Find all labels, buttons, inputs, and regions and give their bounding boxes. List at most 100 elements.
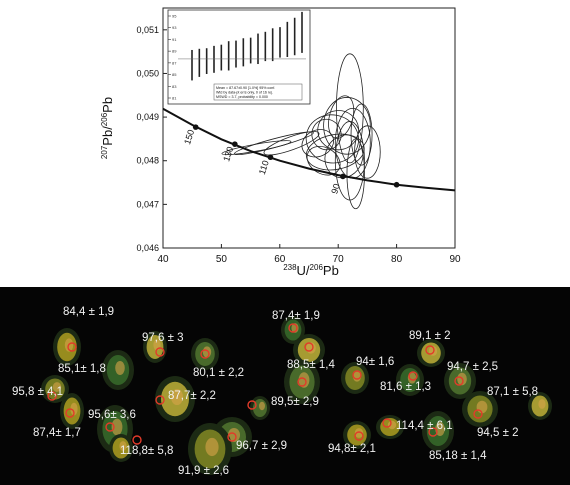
grain-core (538, 399, 546, 409)
x-tick-label: 90 (449, 254, 461, 265)
spot-label: 94,7 ± 2,5 (447, 361, 498, 373)
error-ellipses (221, 53, 381, 210)
spot-label: 91,9 ± 2,6 (178, 465, 229, 477)
age-marker (393, 181, 400, 188)
grain-core (115, 361, 125, 375)
inset-y-tick-label: 85 (172, 72, 177, 77)
analysis-spots (47, 323, 483, 445)
grain-core (476, 400, 488, 414)
grain-core (111, 418, 123, 436)
grain-core (228, 428, 240, 442)
spot-label: 94± 1,6 (356, 356, 394, 368)
concordia-chart: 0,046 0,047 0,048 0,049 0,050 0,051 40 50 60 70 8… (100, 7, 461, 278)
error-ellipse (305, 133, 365, 171)
inset-y-tick-label: 81 (172, 96, 177, 101)
grain-core (354, 428, 364, 438)
error-ellipse (221, 140, 292, 156)
y-axis-title-mass: 207 (100, 145, 109, 159)
x-tick-label: 40 (157, 254, 169, 265)
age-marker (267, 154, 274, 161)
concordia-curve (162, 107, 456, 192)
error-ellipse (354, 125, 381, 179)
error-ellipse (323, 97, 371, 155)
age-markers: 150 130 110 90 (182, 124, 400, 195)
analysis-spot (67, 342, 77, 352)
age-marker (192, 124, 199, 130)
grain-core (407, 372, 417, 384)
x-axis: 40 50 60 70 80 90 (157, 244, 461, 265)
grain-core (205, 437, 219, 457)
spot-label: 95,8 ± 4,1 (12, 386, 63, 398)
analysis-spot (200, 349, 210, 359)
y-axis-title: 207Pb/206Pb (100, 97, 115, 159)
inset-stats-box (213, 83, 303, 101)
analysis-spot (354, 431, 364, 441)
spot-label: 85,18 ± 1,4 (429, 450, 487, 462)
y-axis-title-tail: Pb (100, 97, 115, 113)
age-marker (232, 141, 238, 147)
spot-label: 95,6± 3,6 (88, 409, 136, 421)
analysis-spot (473, 409, 483, 419)
analysis-spot (247, 400, 257, 410)
spot-age-labels: 84,4 ± 1,9 97,6 ± 3 85,1± 1,8 80,1 ± 2,2… (12, 306, 538, 477)
age-marker-label: 150 (182, 128, 196, 145)
grain-core (119, 441, 127, 451)
analysis-spot (227, 432, 237, 442)
analysis-spot (132, 435, 142, 445)
y-axis: 0,046 0,047 0,048 0,049 0,050 0,051 (136, 25, 167, 253)
grain-core (259, 401, 265, 411)
y-tick-label: 0,048 (136, 156, 159, 166)
spot-label: 87,4± 1,9 (272, 310, 320, 322)
age-marker-label: 130 (221, 145, 235, 162)
grain-core (387, 420, 397, 430)
inset-y-tick-label: 89 (172, 49, 177, 54)
spot-label: 85,1± 1,8 (58, 363, 106, 375)
x-tick-label: 60 (274, 254, 286, 265)
analysis-spot (105, 422, 115, 432)
error-ellipse (336, 53, 364, 164)
analysis-spot (297, 377, 307, 387)
analysis-spot (47, 391, 57, 401)
analysis-spot (428, 427, 438, 437)
analysis-spot (155, 395, 165, 405)
analysis-spot (382, 418, 392, 428)
grain-core (202, 346, 212, 358)
inset-y-tick-label: 93 (172, 25, 177, 30)
analysis-spot (304, 342, 314, 352)
inset-error-bars (178, 11, 306, 81)
x-tick-label: 80 (391, 254, 403, 265)
spot-label: 84,4 ± 1,9 (63, 306, 114, 318)
analysis-spot (352, 370, 362, 380)
spot-label: 89,5± 2,9 (271, 396, 319, 408)
y-tick-label: 0,051 (136, 25, 159, 35)
grain-core (298, 372, 310, 388)
grain-core (52, 382, 62, 392)
analysis-spot (454, 376, 464, 386)
grain-core (70, 402, 78, 416)
inset-y-tick-label: 95 (172, 14, 177, 19)
spot-label: 89,1 ± 2 (409, 330, 450, 342)
error-ellipse (263, 131, 320, 156)
x-axis-title-rest: U/ (297, 263, 310, 278)
error-ellipse (306, 146, 341, 176)
error-ellipse (305, 114, 359, 164)
error-ellipse (350, 103, 373, 166)
spot-label: 96,7 ± 2,9 (236, 440, 287, 452)
inset-stats-line-1: Mean = 87.67±0.90 [1.0%] 95% conf. (216, 86, 275, 90)
spot-label: 80,1 ± 2,2 (193, 367, 244, 379)
analysis-spot (425, 345, 435, 355)
x-axis-title-tail: Pb (323, 263, 339, 278)
analysis-spot (408, 371, 418, 381)
spot-label: 87,1 ± 5,8 (487, 386, 538, 398)
y-tick-label: 0,046 (136, 243, 159, 253)
inset-y-axis: 95 93 91 89 87 85 83 81 (168, 14, 177, 101)
inset-y-tick-label: 91 (172, 37, 177, 42)
zircon-grains (41, 316, 552, 475)
x-axis-title-mass: 238 (283, 263, 297, 272)
spot-label: 81,6 ± 1,3 (380, 381, 431, 393)
spot-label: 87,4± 1,7 (33, 427, 81, 439)
x-tick-label: 70 (333, 254, 345, 265)
spot-label: 88,5± 1,4 (287, 359, 335, 371)
age-marker-label: 90 (329, 182, 342, 195)
